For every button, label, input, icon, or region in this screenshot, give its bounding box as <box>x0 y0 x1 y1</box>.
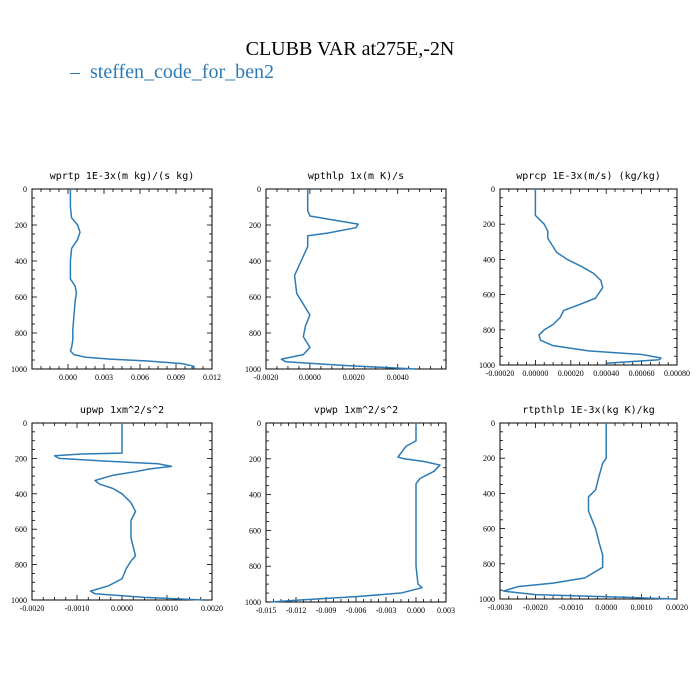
x-tick-label: -0.006 <box>346 606 367 615</box>
x-tick-label: 0.012 <box>203 373 221 382</box>
x-tick-label: -0.012 <box>286 606 307 615</box>
x-tick-label: -0.0030 <box>488 603 513 612</box>
x-tick-label: -0.0020 <box>20 604 45 613</box>
chart-panel-4: upwp 1xm^2/s^2 0 200 400 600 800 1000-0.0020 -0… <box>11 405 223 613</box>
y-tick-label: 1000 <box>11 365 27 374</box>
y-tick-label: 0 <box>491 419 495 428</box>
x-tick-label: 0.0010 <box>631 603 653 612</box>
y-tick-label: 0 <box>23 185 27 194</box>
series-line-1 <box>69 189 195 370</box>
panel-title: rtpthlp 1E-3x(kg K)/kg <box>522 405 654 416</box>
x-tick-label: 0.006 <box>131 373 149 382</box>
y-tick-label: 200 <box>15 454 27 463</box>
figure-title: CLUBB VAR at275E,-2N <box>246 38 455 60</box>
panel-title: wprcp 1E-3x(m/s) (kg/kg) <box>516 171 661 182</box>
legend-label-steffen: steffen_code_for_ben2 <box>90 61 274 83</box>
x-tick-label: -0.0010 <box>65 604 90 613</box>
y-tick-label: 200 <box>483 220 495 229</box>
y-tick-label: 400 <box>483 255 495 264</box>
x-tick-label: 0.00040 <box>593 369 619 378</box>
y-tick-label: 400 <box>483 489 495 498</box>
y-tick-label: 800 <box>15 561 27 570</box>
y-tick-label: 1000 <box>479 361 495 370</box>
plot-frame <box>265 188 447 370</box>
y-tick-label: 400 <box>15 257 27 266</box>
y-tick-label: 0 <box>257 419 261 428</box>
y-tick-label: 0 <box>23 419 27 428</box>
y-tick-label: 1000 <box>11 596 27 605</box>
x-tick-label: -0.00020 <box>486 369 515 378</box>
plot-frame <box>265 422 447 603</box>
y-tick-label: 1000 <box>245 365 261 374</box>
legend: – steffen_code_for_ben2 <box>69 61 274 83</box>
y-tick-label: 200 <box>15 221 27 230</box>
x-tick-label: 0.0010 <box>156 604 178 613</box>
x-tick-label: 0.0000 <box>595 603 617 612</box>
y-tick-label: 600 <box>15 525 27 534</box>
y-tick-label: 800 <box>483 560 495 569</box>
panel-title: upwp 1xm^2/s^2 <box>80 405 164 416</box>
x-tick-label: 0.0020 <box>201 604 223 613</box>
y-tick-label: 600 <box>249 293 261 302</box>
y-tick-label: 1000 <box>245 598 261 607</box>
panel-title: wpthlp 1x(m K)/s <box>308 171 404 182</box>
x-tick-label: 0.003 <box>437 606 455 615</box>
chart-panel-3: wprcp 1E-3x(m/s) (kg/kg) 0 200 400 600 800 100… <box>479 171 690 378</box>
x-tick-label: 0.000 <box>59 373 77 382</box>
chart-panels: wprtp 1E-3x(m kg)/(s kg) 0 200 400 600 800 100… <box>11 171 690 615</box>
x-tick-label: -0.0020 <box>523 603 548 612</box>
x-tick-label: 0.00080 <box>664 369 690 378</box>
y-tick-label: 0 <box>491 185 495 194</box>
x-tick-label: -0.0020 <box>254 373 279 382</box>
chart-panel-6: rtpthlp 1E-3x(kg K)/kg02004006008001000-… <box>479 405 688 612</box>
series-line-1 <box>270 423 441 603</box>
y-tick-label: 200 <box>249 221 261 230</box>
y-tick-label: 400 <box>15 490 27 499</box>
legend-marker: – <box>69 61 81 83</box>
x-tick-label: -0.0010 <box>558 603 583 612</box>
plot-frame <box>499 188 678 366</box>
y-tick-label: 800 <box>483 326 495 335</box>
y-tick-label: 600 <box>249 526 261 535</box>
panel-title: wprtp 1E-3x(m kg)/(s kg) <box>50 171 195 182</box>
x-tick-label: 0.00000 <box>522 369 548 378</box>
series-line-1 <box>534 189 662 364</box>
x-tick-label: 0.00060 <box>629 369 655 378</box>
y-tick-label: 200 <box>249 455 261 464</box>
x-tick-label: 0.0000 <box>299 373 321 382</box>
series-line-1 <box>53 423 204 601</box>
x-tick-label: -0.003 <box>376 606 397 615</box>
y-tick-label: 800 <box>15 329 27 338</box>
y-tick-label: 1000 <box>479 595 495 604</box>
y-tick-label: 600 <box>483 291 495 300</box>
y-tick-label: 0 <box>257 185 261 194</box>
x-tick-label: 0.0040 <box>387 373 409 382</box>
x-tick-label: 0.00020 <box>558 369 584 378</box>
series-line-1 <box>280 189 416 370</box>
y-tick-label: 800 <box>249 329 261 338</box>
x-tick-label: 0.0000 <box>111 604 133 613</box>
x-tick-label: 0.003 <box>95 373 113 382</box>
y-tick-label: 200 <box>483 454 495 463</box>
y-tick-label: 800 <box>249 562 261 571</box>
y-tick-label: 400 <box>249 491 261 500</box>
chart-panel-5: vpwp 1xm^2/s^2 0 200 400 600 800 1000-0.015 -0.… <box>245 405 455 615</box>
chart-panel-1: wprtp 1E-3x(m kg)/(s kg) 0 200 400 600 800 100… <box>11 171 221 382</box>
series-line-1 <box>502 423 674 600</box>
x-tick-label: -0.009 <box>316 606 337 615</box>
x-tick-label: 0.0020 <box>666 603 688 612</box>
y-tick-label: 600 <box>483 525 495 534</box>
plot-frame <box>31 188 213 370</box>
x-tick-label: 0.000 <box>407 606 425 615</box>
x-tick-label: 0.009 <box>167 373 185 382</box>
x-tick-label: 0.0020 <box>343 373 365 382</box>
x-tick-label: -0.015 <box>256 606 277 615</box>
chart-panel-2: wpthlp 1x(m K)/s 0 200 400 600 800 1000-0.0020… <box>245 171 447 382</box>
panel-title: vpwp 1xm^2/s^2 <box>314 405 398 416</box>
y-tick-label: 400 <box>249 257 261 266</box>
y-tick-label: 600 <box>15 293 27 302</box>
